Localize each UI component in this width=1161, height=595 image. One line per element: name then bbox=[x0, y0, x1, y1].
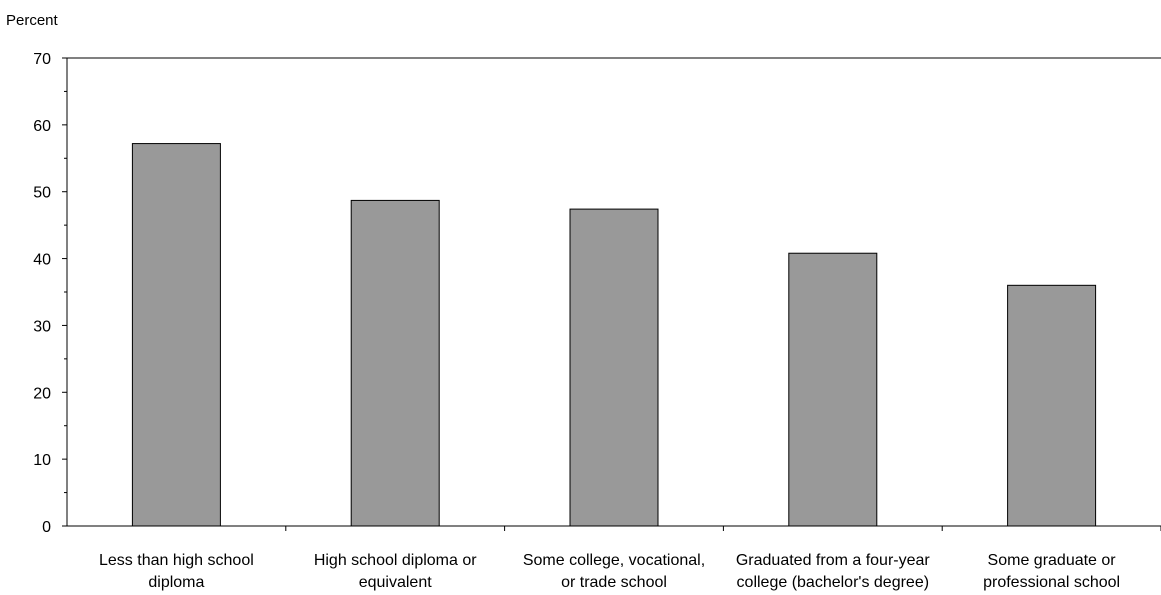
x-category-label: Some college, vocational, or trade school bbox=[523, 552, 705, 591]
x-category-label: Less than high school diploma bbox=[99, 552, 254, 591]
x-category-label-line: professional school bbox=[983, 574, 1120, 591]
y-tick-label: 40 bbox=[33, 252, 51, 269]
y-tick-label: 60 bbox=[33, 118, 51, 135]
x-category-label-line: college (bachelor's degree) bbox=[737, 574, 930, 591]
y-tick-label: 0 bbox=[42, 519, 51, 536]
y-tick-label: 30 bbox=[33, 318, 51, 335]
x-category-label-line: High school diploma or bbox=[314, 552, 477, 569]
x-category-label: High school diploma or equivalent bbox=[314, 552, 477, 591]
bar bbox=[350, 199, 440, 527]
x-category-label-line: diploma bbox=[148, 574, 204, 591]
y-tick-label: 70 bbox=[33, 51, 51, 68]
y-tick-label: 50 bbox=[33, 185, 51, 202]
x-category-label-line: equivalent bbox=[359, 574, 433, 591]
bar bbox=[788, 252, 878, 527]
x-category-label-line: Graduated from a four-year bbox=[736, 552, 931, 569]
plot-area: 0 10 20 30 40 50 60 70 Less than high school dipl… bbox=[33, 51, 1161, 591]
x-category-label-line: or trade school bbox=[561, 574, 667, 591]
bar bbox=[569, 208, 659, 527]
x-category-label-line: Some graduate or bbox=[988, 552, 1117, 569]
y-axis-label: Percent bbox=[6, 12, 59, 29]
x-category-label: Graduated from a four-year college (bache… bbox=[736, 552, 931, 591]
bar bbox=[131, 143, 221, 527]
y-tick-label: 10 bbox=[33, 452, 51, 469]
x-category-label-line: Some college, vocational, bbox=[523, 552, 705, 569]
x-category-label-line: Less than high school bbox=[99, 552, 254, 569]
x-category-label: Some graduate or professional school bbox=[983, 552, 1120, 591]
y-tick-label: 20 bbox=[33, 385, 51, 402]
bar bbox=[1007, 284, 1097, 527]
